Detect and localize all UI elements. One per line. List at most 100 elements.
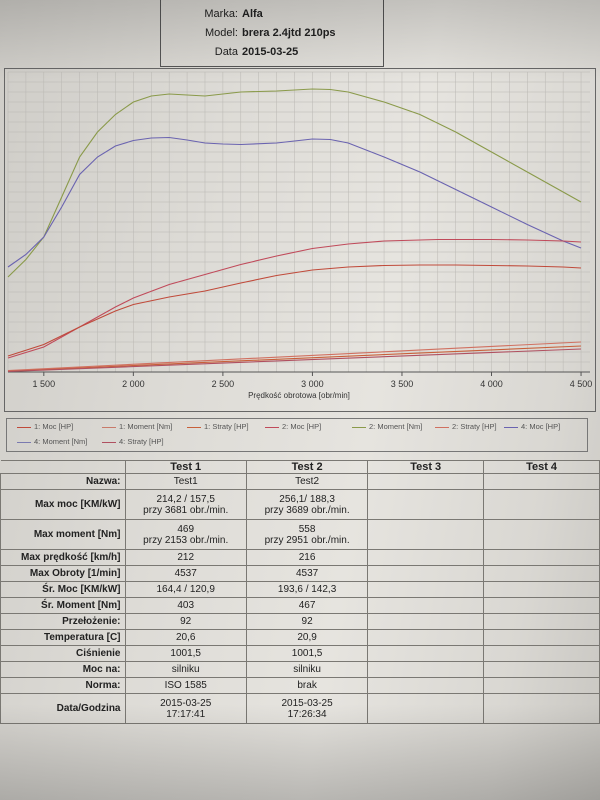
table-row: Max moment [Nm] 469 przy 2153 obr./min. 558… [0, 519, 600, 550]
cell-t1-main: 164,4 / 120,9 [156, 584, 215, 595]
series-line-4-straty-hp [7, 348, 582, 373]
cell-t2-main: 4537 [295, 568, 319, 579]
cell-t1-main: 92 [180, 616, 192, 627]
cell-empty [483, 565, 600, 582]
model-label: Model: [204, 27, 238, 39]
cell-empty [367, 645, 485, 662]
cell-empty [483, 549, 600, 566]
cell-t1-sub: przy 2153 obr./min. [143, 534, 229, 546]
legend-swatch [187, 426, 201, 428]
cell-t2-main: silniku [293, 664, 321, 675]
table-row: Max moc [KM/kW] 214,2 / 157,5 przy 3681 ob… [0, 489, 600, 520]
cell-t1: 1001,5 [124, 645, 247, 662]
cell-empty [367, 473, 485, 490]
data-value: 2015-03-25 [242, 46, 299, 58]
row-label: Śr. Moment [Nm] [0, 597, 126, 614]
marka-label: Marka: [204, 8, 238, 20]
cell-t1: 20,6 [124, 629, 247, 646]
cell-t1: 403 [124, 597, 247, 614]
legend-label: 1: Moc [HP] [34, 422, 74, 431]
x-tick-label: 3 000 [301, 379, 324, 389]
cell-t1-main: 214,2 / 157,5 [156, 493, 215, 505]
table-row: Śr. Moment [Nm] 403 467 [0, 597, 600, 614]
cell-empty [367, 613, 485, 630]
cell-t1: 212 [124, 549, 247, 566]
legend-label: 1: Straty [HP] [204, 422, 249, 431]
table-header-test2: Test 2 [245, 460, 369, 474]
cell-t1: Test1 [124, 473, 247, 490]
row-label: Śr. Moc [KM/kW] [0, 581, 126, 598]
cell-t1: ISO 1585 [124, 677, 247, 694]
cell-t2-main: 216 [298, 552, 316, 563]
row-label: Data/Godzina [0, 693, 126, 724]
cell-t1-main: 469 [177, 523, 195, 535]
x-tick-label: 1 500 [33, 379, 56, 389]
cell-t1: 164,4 / 120,9 [124, 581, 247, 598]
cell-empty [367, 489, 485, 520]
table-row: Ciśnienie 1001,5 1001,5 [0, 645, 600, 662]
cell-t2-main: 20,9 [297, 632, 317, 643]
cell-empty [483, 677, 600, 694]
row-label: Moc na: [0, 661, 126, 678]
table-header-row: Test 1 Test 2 Test 3 Test 4 [0, 460, 600, 474]
series-line-2-moment-nm [7, 88, 582, 278]
cell-empty [483, 519, 600, 550]
cell-t2: 4537 [245, 565, 369, 582]
table-row: Przełożenie: 92 92 [0, 613, 600, 630]
row-label: Max prędkość [km/h] [0, 549, 126, 566]
cell-t1: 92 [124, 613, 247, 630]
table-row: Max prędkość [km/h] 212 216 [0, 549, 600, 566]
table-header-test4: Test 4 [483, 460, 600, 474]
row-label: Max moc [KM/kW] [0, 489, 126, 520]
cell-t1-main: 212 [177, 552, 195, 563]
table-header-test3: Test 3 [367, 460, 485, 474]
model-value: brera 2.4jtd 210ps [242, 27, 336, 39]
legend-item: 4: Moment [Nm] [17, 437, 87, 446]
cell-empty [367, 581, 485, 598]
cell-t2-main: 256,1/ 188,3 [279, 493, 335, 505]
data-label: Data [214, 46, 238, 58]
cell-empty [367, 629, 485, 646]
cell-empty [483, 489, 600, 520]
table-row: Śr. Moc [KM/kW] 164,4 / 120,9 193,6 / 142,… [0, 581, 600, 598]
dyno-chart: 1 500 2 000 2 500 3 000 3 500 4 000 4 500 Prędk… [7, 71, 592, 400]
cell-t2-main: Test2 [295, 476, 320, 487]
cell-empty [483, 693, 600, 724]
x-tick-label: 4 000 [480, 379, 503, 389]
cell-empty [483, 473, 600, 490]
legend-swatch [17, 441, 31, 443]
cell-t2-main: brak [297, 680, 317, 691]
header-marka: Marka: Alfa [160, 8, 262, 20]
legend-swatch [17, 426, 31, 428]
row-label: Temperatura [C] [0, 629, 126, 646]
series-line-1-moment-nm [7, 136, 582, 268]
series-line-2-moc-hp [7, 238, 582, 359]
legend-label: 2: Moment [Nm] [369, 422, 423, 431]
legend-swatch [504, 426, 518, 428]
legend-label: 1: Moment [Nm] [119, 422, 173, 431]
cell-t2-main: 1001,5 [291, 648, 323, 659]
cell-empty [483, 645, 600, 662]
cell-t1-sub: przy 3681 obr./min. [143, 504, 229, 516]
legend-swatch [102, 426, 116, 428]
cell-empty [367, 677, 485, 694]
cell-t2-sub: przy 3689 obr./min. [264, 504, 350, 516]
cell-empty [483, 661, 600, 678]
legend-swatch [435, 426, 449, 428]
cell-t2-main: 2015-03-25 [281, 697, 333, 709]
cell-t2: silniku [245, 661, 369, 678]
cell-t2-main: 558 [298, 523, 316, 535]
cell-t1-main: silniku [171, 664, 200, 675]
table-row: Data/Godzina 2015-03-25 17:17:41 2015-03-25… [0, 693, 600, 724]
chart-frame [4, 68, 596, 412]
cell-t2: brak [245, 677, 369, 694]
cell-t1: 2015-03-25 17:17:41 [124, 693, 247, 724]
cell-t2: 256,1/ 188,3 przy 3689 obr./min. [245, 489, 369, 520]
series-line-1-straty-hp [7, 345, 582, 372]
table-row: Nazwa: Test1 Test2 [0, 473, 600, 490]
cell-t2: 467 [245, 597, 369, 614]
cell-empty [367, 519, 485, 550]
legend-item: 2: Moc [HP] [265, 422, 321, 431]
cell-t1-sub: 17:17:41 [166, 708, 206, 720]
cell-t2-main: 92 [301, 616, 313, 627]
